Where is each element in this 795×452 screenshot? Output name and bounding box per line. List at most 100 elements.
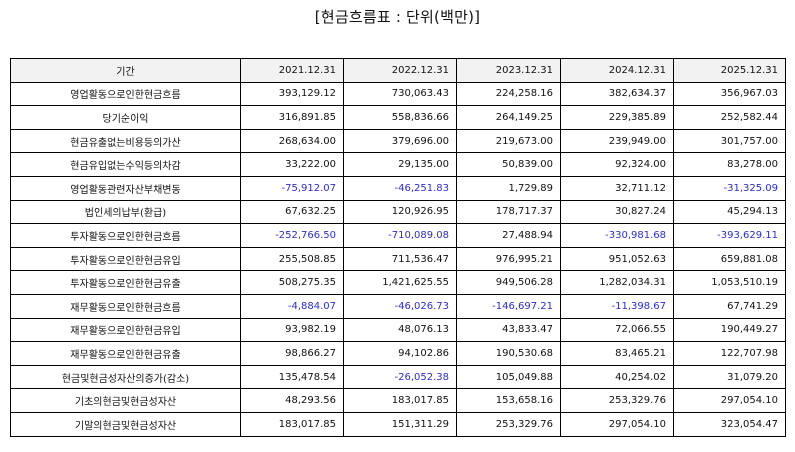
cash-flow-table: 기간 2021.12.31 2022.12.31 2023.12.31 2024… — [10, 58, 786, 437]
value-cell: 224,258.16 — [456, 81, 561, 107]
value-cell: -31,325.09 — [673, 175, 786, 201]
value-cell: 976,995.21 — [456, 246, 561, 272]
value-cell: 72,066.55 — [560, 317, 674, 343]
value-cell: 711,536.47 — [343, 246, 457, 272]
table-row: 법인세의납부(환급) 67,632.25 120,926.95 178,717.37 3… — [10, 199, 786, 225]
value-cell: 33,222.00 — [240, 152, 344, 177]
value-cell: 40,254.02 — [560, 364, 674, 390]
value-cell: 92,324.00 — [560, 152, 674, 177]
value-cell: -4,884.07 — [240, 293, 344, 319]
value-cell: -252,766.50 — [240, 223, 344, 248]
value-cell: 67,741.29 — [673, 293, 786, 319]
value-cell: 252,582.44 — [673, 105, 786, 130]
row-label: 재무활동으로인한현금유입 — [10, 317, 241, 343]
value-cell: 29,135.00 — [343, 152, 457, 177]
row-label: 투자활동으로인한현금흐름 — [10, 223, 241, 248]
value-cell: -393,629.11 — [673, 223, 786, 248]
value-cell: 951,052.63 — [560, 246, 674, 272]
value-cell: 27,488.94 — [456, 223, 561, 248]
value-cell: -75,912.07 — [240, 175, 344, 201]
value-cell: 122,707.98 — [673, 341, 786, 366]
table-row: 재무활동으로인한현금흐름 -4,884.07 -46,026.73 -146,697.… — [10, 293, 786, 319]
header-period: 2025.12.31 — [673, 58, 786, 83]
row-label: 현금유입없는수익등의차감 — [10, 152, 241, 177]
value-cell: 379,696.00 — [343, 128, 457, 154]
row-label: 재무활동으로인한현금유출 — [10, 341, 241, 366]
value-cell: -26,052.38 — [343, 364, 457, 390]
value-cell: 297,054.10 — [560, 411, 674, 437]
value-cell: 183,017.85 — [240, 411, 344, 437]
value-cell: 1,053,510.19 — [673, 270, 786, 295]
value-cell: 30,827.24 — [560, 199, 674, 225]
value-cell: 229,385.89 — [560, 105, 674, 130]
table-row: 영업활동관련자산부채변동 -75,912.07 -46,251.83 1,729.89… — [10, 175, 786, 201]
value-cell: 301,757.00 — [673, 128, 786, 154]
table-row: 투자활동으로인한현금유입 255,508.85 711,536.47 976,995.… — [10, 246, 786, 272]
value-cell: 659,881.08 — [673, 246, 786, 272]
value-cell: 1,421,625.55 — [343, 270, 457, 295]
table-row: 당기순이익 316,891.85 558,836.66 264,149.25 229,3… — [10, 105, 786, 130]
table-row: 기초의현금및현금성자산 48,293.56 183,017.85 153,658.16… — [10, 388, 786, 413]
value-cell: 151,311.29 — [343, 411, 457, 437]
value-cell: 98,866.27 — [240, 341, 344, 366]
value-cell: 31,079.20 — [673, 364, 786, 390]
value-cell: 508,275.35 — [240, 270, 344, 295]
value-cell: 94,102.86 — [343, 341, 457, 366]
row-label: 기말의현금및현금성자산 — [10, 411, 241, 437]
value-cell: -46,026.73 — [343, 293, 457, 319]
value-cell: 153,658.16 — [456, 388, 561, 413]
value-cell: 264,149.25 — [456, 105, 561, 130]
table-row: 재무활동으로인한현금유입 93,982.19 48,076.13 43,833.47 7… — [10, 317, 786, 343]
table-row: 현금및현금성자산의증가(감소) 135,478.54 -26,052.38 105,0… — [10, 364, 786, 390]
value-cell: 45,294.13 — [673, 199, 786, 225]
value-cell: 253,329.76 — [560, 388, 674, 413]
value-cell: 178,717.37 — [456, 199, 561, 225]
value-cell: 297,054.10 — [673, 388, 786, 413]
table-row: 기말의현금및현금성자산 183,017.85 151,311.29 253,329.7… — [10, 411, 786, 437]
header-period: 2022.12.31 — [343, 58, 457, 83]
table-row: 현금유출없는비용등의가산 268,634.00 379,696.00 219,673.… — [10, 128, 786, 154]
row-label: 기초의현금및현금성자산 — [10, 388, 241, 413]
row-label: 투자활동으로인한현금유출 — [10, 270, 241, 295]
value-cell: -11,398.67 — [560, 293, 674, 319]
table-row: 투자활동으로인한현금유출 508,275.35 1,421,625.55 949,50… — [10, 270, 786, 295]
row-label: 투자활동으로인한현금유입 — [10, 246, 241, 272]
value-cell: 183,017.85 — [343, 388, 457, 413]
value-cell: 1,282,034.31 — [560, 270, 674, 295]
row-label: 법인세의납부(환급) — [10, 199, 241, 225]
value-cell: 255,508.85 — [240, 246, 344, 272]
value-cell: 239,949.00 — [560, 128, 674, 154]
table-row: 현금유입없는수익등의차감 33,222.00 29,135.00 50,839.00 9… — [10, 152, 786, 177]
row-label: 재무활동으로인한현금흐름 — [10, 293, 241, 319]
value-cell: 558,836.66 — [343, 105, 457, 130]
table-body: 영업활동으로인한현금흐름 393,129.12 730,063.43 224,258.… — [10, 81, 786, 437]
page-title: [현금흐름표 : 단위(백만)] — [314, 8, 481, 26]
header-period-label: 기간 — [10, 58, 241, 83]
value-cell: 83,465.21 — [560, 341, 674, 366]
header-period: 2021.12.31 — [240, 58, 344, 83]
header-period: 2023.12.31 — [456, 58, 561, 83]
value-cell: 393,129.12 — [240, 81, 344, 107]
value-cell: 32,711.12 — [560, 175, 674, 201]
value-cell: 382,634.37 — [560, 81, 674, 107]
row-label: 영업활동관련자산부채변동 — [10, 175, 241, 201]
table-row: 재무활동으로인한현금유출 98,866.27 94,102.86 190,530.68… — [10, 341, 786, 366]
value-cell: 316,891.85 — [240, 105, 344, 130]
value-cell: 93,982.19 — [240, 317, 344, 343]
value-cell: 323,054.47 — [673, 411, 786, 437]
table-row: 투자활동으로인한현금흐름 -252,766.50 -710,089.08 27,488… — [10, 223, 786, 248]
value-cell: 120,926.95 — [343, 199, 457, 225]
value-cell: 50,839.00 — [456, 152, 561, 177]
header-period: 2024.12.31 — [560, 58, 674, 83]
row-label: 영업활동으로인한현금흐름 — [10, 81, 241, 107]
value-cell: 48,076.13 — [343, 317, 457, 343]
value-cell: -710,089.08 — [343, 223, 457, 248]
value-cell: 135,478.54 — [240, 364, 344, 390]
value-cell: 83,278.00 — [673, 152, 786, 177]
value-cell: 190,449.27 — [673, 317, 786, 343]
value-cell: 268,634.00 — [240, 128, 344, 154]
value-cell: 105,049.88 — [456, 364, 561, 390]
value-cell: 730,063.43 — [343, 81, 457, 107]
value-cell: 219,673.00 — [456, 128, 561, 154]
value-cell: -330,981.68 — [560, 223, 674, 248]
